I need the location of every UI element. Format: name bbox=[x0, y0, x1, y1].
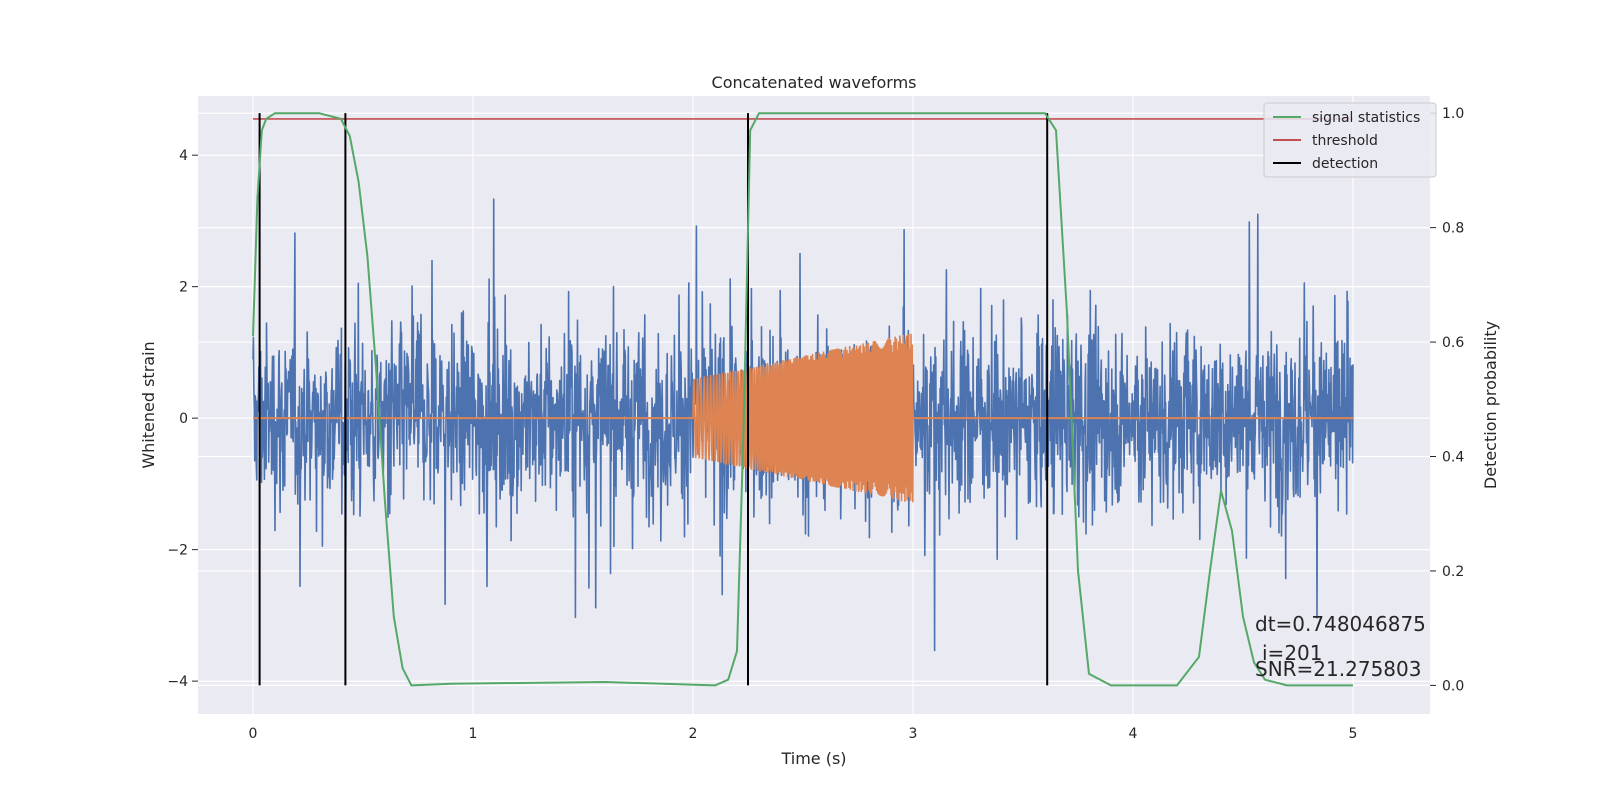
x-tick-label: 5 bbox=[1349, 726, 1358, 742]
y-right-tick-label: 0.2 bbox=[1442, 564, 1464, 580]
x-tick-label: 3 bbox=[909, 726, 918, 742]
y-right-tick-label: 0.4 bbox=[1442, 450, 1464, 466]
x-tick-label: 2 bbox=[689, 726, 698, 742]
legend-label-detection: detection bbox=[1312, 156, 1378, 172]
y-right-tick-label: 0.6 bbox=[1442, 335, 1464, 351]
annotation-i: i=201 bbox=[1262, 641, 1323, 665]
y-right-tick-label: 1.0 bbox=[1442, 106, 1464, 122]
x-tick-label: 1 bbox=[469, 726, 478, 742]
annotation-dt: dt=0.748046875 bbox=[1255, 612, 1426, 636]
y-tick-label: 4 bbox=[179, 148, 188, 164]
y-axis-label: Whitened strain bbox=[139, 341, 158, 468]
y-right-tick-label: 0.0 bbox=[1442, 678, 1464, 694]
legend: signal statistics threshold detection bbox=[1263, 102, 1437, 178]
x-axis-label: Time (s) bbox=[780, 749, 846, 768]
noise-trace bbox=[252, 198, 1354, 652]
y-tick-label: 0 bbox=[179, 411, 188, 427]
y-right-tick-label: 0.8 bbox=[1442, 221, 1464, 237]
legend-box bbox=[1263, 102, 1437, 178]
x-tick-label: 0 bbox=[249, 726, 258, 742]
chirp-trace bbox=[692, 333, 914, 503]
y-axis-right-label: Detection probability bbox=[1481, 321, 1500, 489]
x-tick-label: 4 bbox=[1129, 726, 1138, 742]
legend-label-signal-statistics: signal statistics bbox=[1312, 110, 1420, 126]
y-tick-label: 2 bbox=[179, 280, 188, 296]
annotation-snr: SNR=21.275803 bbox=[1255, 657, 1421, 681]
chart-title: Concatenated waveforms bbox=[712, 73, 917, 92]
traces bbox=[252, 112, 1354, 687]
y-tick-label: −4 bbox=[167, 674, 188, 690]
signal-statistics-trace bbox=[252, 112, 1353, 687]
legend-label-threshold: threshold bbox=[1312, 133, 1378, 149]
y-tick-label: −2 bbox=[167, 543, 188, 559]
ticks: 0 1 2 3 4 5 −4 −2 0 2 4 0.0 0.2 0.4 0.6 0.8 1.0 bbox=[167, 106, 1464, 742]
